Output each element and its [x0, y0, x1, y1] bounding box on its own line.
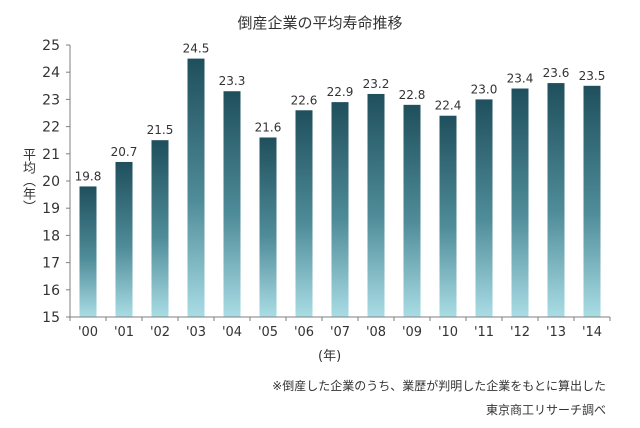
x-tick-label: '01 [114, 325, 134, 340]
data-label: 22.6 [291, 93, 318, 107]
footnote: ※倒産した企業のうち、業歴が判明した企業をもとに算出した [272, 379, 606, 393]
x-tick-label: '06 [294, 325, 314, 340]
bar [367, 93, 385, 318]
chart-title: 倒産企業の平均寿命推移 [237, 14, 403, 32]
x-tick-label: '11 [474, 325, 494, 340]
x-tick-label: '02 [150, 325, 170, 340]
data-label: 21.5 [147, 123, 174, 137]
y-tick-label: 20 [42, 174, 60, 190]
bar [259, 137, 277, 317]
bar [331, 102, 349, 318]
x-tick-label: '04 [222, 325, 242, 340]
data-label: 23.3 [219, 74, 246, 88]
bar [583, 85, 601, 317]
data-label: 21.6 [255, 120, 282, 134]
bar [475, 99, 493, 318]
bar [223, 91, 241, 318]
bar [79, 186, 97, 317]
x-tick-label: '14 [582, 325, 602, 340]
y-tick-label: 16 [42, 283, 60, 299]
data-label: 23.6 [543, 66, 570, 80]
bar [295, 110, 313, 317]
x-tick-label: '12 [510, 325, 530, 340]
data-label: 24.5 [183, 42, 210, 56]
x-tick-label: '09 [402, 325, 422, 340]
data-label: 23.2 [363, 77, 390, 91]
y-tick-label: 21 [42, 147, 60, 163]
y-tick-label: 22 [42, 120, 60, 136]
bar [187, 58, 205, 317]
data-label: 23.5 [579, 69, 606, 83]
data-label: 19.8 [75, 169, 102, 183]
x-tick-label: '05 [258, 325, 278, 340]
y-tick-label: 15 [42, 310, 60, 326]
source-credit: 東京商工リサーチ調べ [485, 403, 606, 417]
y-tick-label: 25 [42, 38, 60, 54]
y-tick-label: 19 [42, 201, 60, 217]
y-tick-label: 24 [42, 65, 60, 81]
x-tick-label: '03 [186, 325, 206, 340]
bar [151, 140, 169, 317]
data-label: 20.7 [111, 145, 138, 159]
x-axis-label: (年) [318, 349, 342, 364]
bar [403, 104, 421, 317]
x-tick-label: '13 [546, 325, 566, 340]
bar [439, 115, 457, 317]
x-tick-label: '00 [78, 325, 98, 340]
y-tick-label: 23 [42, 92, 60, 108]
data-label: 22.8 [399, 88, 426, 102]
x-tick-label: '07 [330, 325, 350, 340]
x-tick-label: '08 [366, 325, 386, 340]
bar [547, 83, 565, 317]
bar [115, 161, 133, 317]
data-label: 23.0 [471, 82, 498, 96]
bar [511, 88, 529, 318]
x-tick-label: '10 [438, 325, 458, 340]
y-tick-label: 17 [42, 256, 60, 272]
data-label: 23.4 [507, 72, 534, 86]
data-label: 22.9 [327, 85, 354, 99]
y-tick-label: 18 [42, 228, 60, 244]
y-axis-label: 平均（年） [20, 148, 35, 213]
data-label: 22.4 [435, 99, 462, 113]
